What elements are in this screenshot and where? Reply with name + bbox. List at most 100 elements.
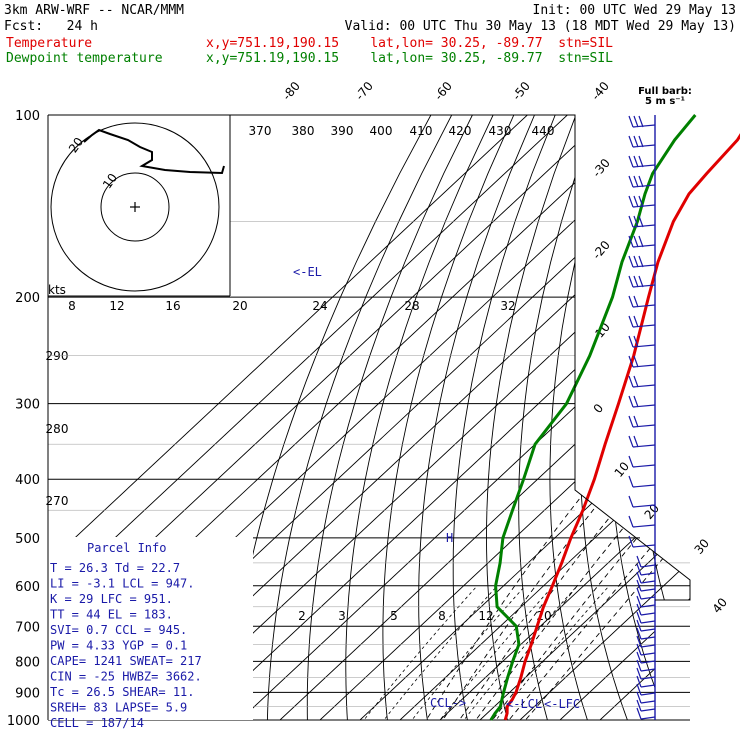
dry-adiabat — [486, 115, 577, 720]
theta-label-430: 430 — [489, 124, 512, 138]
wind-barbs — [628, 115, 656, 720]
moist-adiabat — [449, 296, 690, 720]
isotherm-label-0: 0 — [591, 401, 607, 416]
wind-barb — [636, 667, 656, 680]
wind-barb — [628, 135, 656, 148]
el-marker: <-EL — [293, 265, 322, 279]
wind-barb — [628, 395, 656, 408]
wind-barb — [636, 651, 656, 664]
mixing-ratio-label-8: 8 — [438, 609, 446, 623]
wind-barb — [636, 627, 656, 640]
isotherm-line — [48, 115, 528, 720]
wind-barb — [628, 515, 656, 528]
theta-label-380: 380 — [292, 124, 315, 138]
wind-barb — [636, 699, 656, 712]
theta-label-440: 440 — [532, 124, 555, 138]
moist-adiabat — [497, 296, 690, 720]
isotherm-label--60: -60 — [432, 79, 455, 103]
isotherm-label-30: 30 — [692, 536, 713, 557]
mixing-ratio-line — [429, 585, 554, 720]
parcel-info-row: CIN = -25 HWBZ= 3662. — [50, 670, 202, 684]
temperature-profile — [503, 133, 740, 721]
wind-barb — [628, 335, 656, 348]
pressure-label-300: 300 — [15, 398, 40, 413]
theta-label-410: 410 — [410, 124, 433, 138]
hodograph-units: kts — [48, 283, 66, 297]
wind-barb — [636, 635, 656, 648]
hodograph-speed-scale: 8 12 16 20 24 28 32 — [68, 299, 515, 313]
model-title: 3km ARW-WRF -- NCAR/MMM — [4, 3, 184, 18]
wind-barb — [628, 275, 656, 288]
wind-barb — [628, 495, 656, 508]
dry-adiabat — [665, 115, 690, 720]
mixing-ratio-line — [485, 585, 610, 720]
wind-barb — [636, 611, 656, 624]
theta-label-370: 370 — [249, 124, 272, 138]
wind-barb — [636, 555, 656, 568]
parcel-info-row: PW = 4.33 YGP = 0.1 — [50, 639, 187, 653]
wind-barb — [628, 535, 656, 548]
pressure-label-100: 100 — [15, 109, 40, 124]
forecast-hour: Fcst: 24 h — [4, 19, 98, 34]
mixing-ratio-label-2: 2 — [298, 609, 306, 623]
parcel-info-row: CAPE= 1241 SWEAT= 217 — [50, 654, 202, 668]
theta-label-280: 280 — [46, 422, 69, 436]
wind-barb — [628, 355, 656, 368]
wind-barb — [628, 475, 656, 488]
wind-barb — [636, 571, 656, 584]
legend-dewpoint-label: Dewpoint temperature — [6, 51, 163, 66]
mixing-ratio-label-3: 3 — [338, 609, 346, 623]
isotherm-line — [439, 115, 690, 720]
dry-adiabat — [637, 115, 690, 720]
parcel-info-row: SVI= 0.7 CCL = 945. — [50, 623, 187, 637]
wind-barb — [636, 563, 656, 576]
wind-barb — [628, 415, 656, 428]
wind-barb — [628, 195, 656, 208]
parcel-info-panel: Parcel Info T = 26.3 Td = 22.7 LI = -3.1 … — [48, 537, 253, 730]
isotherm-line — [159, 115, 690, 720]
mixing-ratio-line — [453, 585, 578, 720]
parcel-info-row: K = 29 LFC = 951. — [50, 592, 173, 606]
theta-label-420: 420 — [449, 124, 472, 138]
theta-label-390: 390 — [331, 124, 354, 138]
wind-barb — [636, 579, 656, 592]
pressure-label-600: 600 — [15, 580, 40, 595]
isotherm-label-40: 40 — [710, 595, 731, 616]
isotherm-label--50: -50 — [510, 79, 533, 103]
pressure-label-1000: 1000 — [7, 714, 40, 729]
wind-barb — [636, 659, 656, 672]
dry-adiabat — [345, 115, 494, 720]
speed-label-28: 28 — [404, 299, 419, 313]
barb-legend-units: 5 m s⁻¹ — [645, 96, 685, 107]
dry-adiabat — [266, 115, 453, 720]
wind-barb — [628, 295, 656, 308]
parcel-info-row: CELL = 187/14 — [50, 716, 144, 730]
parcel-info-row: SREH= 83 LAPSE= 5.9 — [50, 701, 187, 715]
speed-label-16: 16 — [165, 299, 180, 313]
wind-barb — [628, 235, 656, 248]
pressure-label-800: 800 — [15, 655, 40, 670]
plot-frame — [48, 114, 691, 601]
wind-barb — [636, 587, 656, 600]
isotherm-line — [239, 115, 690, 720]
dry-adiabat — [549, 115, 618, 720]
isotherm-line — [599, 115, 690, 720]
pressure-label-200: 200 — [15, 291, 40, 306]
pressure-label-900: 900 — [15, 686, 40, 701]
wind-barb — [628, 115, 656, 128]
isotherm-label--30: -30 — [590, 156, 613, 180]
dry-adiabat — [418, 115, 535, 720]
wind-barb — [628, 435, 656, 448]
pressure-label-500: 500 — [15, 532, 40, 547]
wind-barb — [636, 675, 656, 688]
legend-temperature-label: Temperature — [6, 36, 92, 51]
isotherm-line — [479, 115, 690, 720]
h-marker: H — [446, 531, 453, 545]
wind-barb — [636, 707, 656, 720]
hodograph-trace — [83, 128, 225, 175]
dry-adiabat — [226, 115, 432, 720]
dewpoint-profile — [489, 114, 697, 721]
speed-label-24: 24 — [312, 299, 327, 313]
wind-barb — [636, 643, 656, 656]
dry-adiabat — [719, 115, 740, 733]
